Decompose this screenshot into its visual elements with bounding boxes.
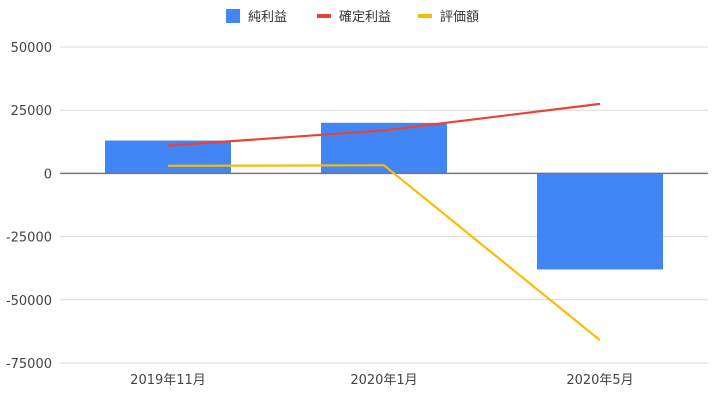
bar-2020年5月 (537, 173, 663, 270)
y-tick-label: -75000 (6, 357, 52, 372)
y-tick-label: -25000 (6, 231, 52, 246)
legend-swatch (418, 14, 432, 18)
y-tick-label: 50000 (11, 41, 52, 56)
legend-label: 純利益 (248, 10, 287, 25)
y-tick-label: -50000 (6, 294, 52, 309)
x-tick-label: 2020年1月 (350, 373, 417, 388)
legend-label: 確定利益 (339, 9, 391, 25)
legend-swatch (317, 14, 331, 18)
legend-swatch (226, 9, 240, 23)
y-axis-ticks: 50000 25000 0 -25000 -50000 -75000 (6, 41, 52, 372)
series-line-確定利益 (167, 102, 601, 147)
legend: 純利益 確定利益 評価額 (226, 9, 479, 25)
x-tick-label: 2020年5月 (566, 373, 633, 388)
grid-layer (60, 46, 708, 364)
bar-2019年11月 (105, 140, 231, 174)
line-layer (167, 102, 601, 342)
x-axis-ticks: 2019年11月 2020年1月 2020年5月 (130, 373, 634, 388)
y-tick-label: 25000 (11, 104, 52, 119)
bar-layer (105, 122, 663, 270)
series-line-評価額 (167, 164, 601, 342)
y-tick-label: 0 (44, 167, 52, 182)
legend-label: 評価額 (440, 10, 479, 25)
x-tick-label: 2019年11月 (130, 373, 206, 388)
